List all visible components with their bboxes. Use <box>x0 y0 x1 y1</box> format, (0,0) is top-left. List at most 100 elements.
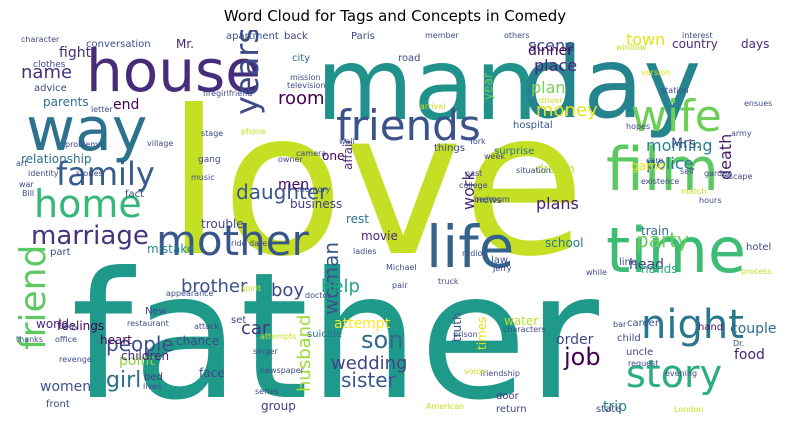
word-care: care <box>646 156 664 165</box>
word-dream: dream <box>536 162 575 176</box>
word-attempt: attempt <box>334 316 391 332</box>
word-sister: sister <box>341 368 396 392</box>
word-surprise: surprise <box>494 146 535 157</box>
word-mrs: Mrs. <box>671 136 701 152</box>
word-mother: mother <box>156 216 309 265</box>
word-escape: escape <box>724 172 753 181</box>
word-water: water <box>504 314 539 328</box>
word-window: window <box>616 43 647 52</box>
word-appearance: appearance <box>166 289 214 298</box>
word-attempts: attempts <box>260 332 297 341</box>
word-television: television <box>287 81 326 90</box>
word-town: town <box>626 30 666 49</box>
word-driver: driver <box>539 96 563 105</box>
word-thanks: thanks <box>16 335 43 344</box>
word-stories: stories <box>76 169 103 178</box>
word-marriage: marriage <box>31 221 149 251</box>
word-york: York <box>469 137 486 146</box>
word-place: place <box>534 56 578 75</box>
word-michael: Michael <box>386 263 417 272</box>
word-brother: brother <box>181 276 248 297</box>
word-date: date <box>249 239 268 248</box>
word-man: man <box>316 30 539 143</box>
word-son: son <box>361 326 404 354</box>
word-new: New <box>145 306 167 317</box>
word-characters: characters <box>503 325 546 334</box>
word-film: film <box>606 135 719 205</box>
word-life: life <box>426 213 515 281</box>
word-stage: stage <box>201 129 224 138</box>
word-advice: advice <box>34 83 67 94</box>
word-identity: identity <box>28 169 59 178</box>
word-order: order <box>556 332 594 348</box>
word-men: men <box>278 177 310 193</box>
word-end: end <box>113 97 140 113</box>
word-money: money <box>536 100 598 121</box>
word-uncle: uncle <box>626 347 654 358</box>
word-train: train <box>641 224 669 238</box>
word-paris: Paris <box>351 31 375 42</box>
word-member: member <box>425 31 459 40</box>
word-people: people <box>106 332 174 356</box>
word-bed: bed <box>144 372 163 383</box>
word-school: school <box>545 236 584 250</box>
word-morning: morning <box>646 136 713 155</box>
word-part: part <box>50 247 71 258</box>
word-others: others <box>504 31 530 40</box>
word-self: self <box>680 167 695 176</box>
word-house: house <box>86 37 261 105</box>
word-girl: girl <box>106 368 142 393</box>
word-days: days <box>741 37 770 51</box>
word-fight: fight <box>59 45 92 61</box>
word-father: father <box>71 236 599 415</box>
word-love: love <box>166 68 586 301</box>
word-bar: bar <box>613 320 627 329</box>
word-ladies: ladies <box>353 247 377 256</box>
word-wall: wall <box>339 137 355 146</box>
word-bedroom: bedroom <box>474 195 510 204</box>
word-country: country <box>672 37 718 51</box>
word-memory: memory <box>297 185 331 194</box>
word-interest: interest <box>682 31 713 40</box>
word-party: party <box>636 228 689 252</box>
word-mistake: mistake <box>147 242 195 256</box>
word-game: game <box>631 159 666 173</box>
word-american: American <box>426 402 465 411</box>
word-body: body <box>59 322 79 331</box>
word-voice: voice <box>464 367 486 376</box>
word-plans: plans <box>536 194 579 213</box>
word-garden: garden <box>704 169 733 178</box>
word-firegirlfriend: firegirlfriend <box>203 89 253 98</box>
word-problems: problems <box>65 140 103 149</box>
word-children: children <box>121 349 170 363</box>
word-face: face <box>199 366 225 380</box>
word-trouble: trouble <box>201 217 244 231</box>
word-mission: mission <box>290 73 321 82</box>
word-bill: Bill <box>22 189 35 198</box>
word-jerry: Jerry <box>493 264 512 273</box>
word-scene: scene <box>528 36 575 55</box>
word-art: art <box>16 159 28 168</box>
word-revenge: revenge <box>59 355 92 364</box>
word-arrival: arrival <box>420 102 446 111</box>
word-owner: owner <box>278 155 303 164</box>
word-ride: ride <box>231 239 247 248</box>
word-way: way <box>26 95 148 165</box>
word-back: back <box>284 31 308 42</box>
word-times: times <box>475 316 489 350</box>
word-version: version <box>641 68 671 77</box>
word-job: job <box>564 343 601 371</box>
word-road: road <box>398 53 421 64</box>
word-years: years <box>228 30 266 115</box>
word-wife: wife <box>631 91 722 142</box>
word-spirit: spirit <box>241 284 262 293</box>
word-day: day <box>521 30 702 141</box>
word-door: door <box>496 391 519 402</box>
word-boy: boy <box>271 280 305 301</box>
word-name: name <box>21 62 73 83</box>
word-friendship: friendship <box>480 369 520 378</box>
word-business: business <box>290 197 343 211</box>
word-cloud: love father man day house film way time life moth… <box>16 30 776 415</box>
word-dinner: dinner <box>528 43 573 59</box>
word-match: match <box>681 187 707 196</box>
